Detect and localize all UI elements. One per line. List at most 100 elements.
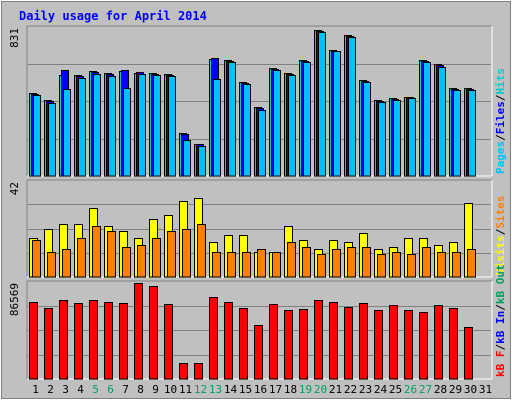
bar-sites-day-22 [347,247,356,278]
bottom-scale-label: 86569 [8,283,21,316]
bar-sites-day-9 [152,238,161,278]
x-tick-label-day-22: 22 [344,383,357,396]
x-tick-label-day-7: 7 [122,383,129,396]
bar-kb-f-day-27 [419,312,428,380]
bar-kb-f-day-5 [89,300,98,380]
bar-pages-day-28 [438,67,446,177]
bar-pages-day-16 [258,110,266,177]
x-tick-label-day-28: 28 [434,383,447,396]
bar-pages-day-15 [243,84,251,177]
bar-kb-f-day-10 [164,304,173,380]
bar-kb-f-day-23 [359,303,368,380]
legend-pages: Pages [494,141,507,174]
bar-sites-day-27 [422,247,431,278]
x-tick-label-day-10: 10 [164,383,177,396]
bar-pages-day-5 [93,74,101,177]
x-tick-label-day-23: 23 [359,383,372,396]
x-tick-label-day-18: 18 [284,383,297,396]
bar-sites-day-15 [242,252,251,278]
x-tick-label-day-16: 16 [254,383,267,396]
bar-pages-day-17 [273,70,281,177]
x-tick-label-day-13: 13 [209,383,222,396]
bar-pages-day-2 [48,103,56,177]
legend-files: Files [494,101,507,134]
x-tick-label-day-14: 14 [224,383,238,396]
bar-sites-day-28 [437,252,446,278]
bar-pages-day-13 [213,79,221,177]
legend-visits: Visits [494,235,507,275]
bar-pages-day-6 [108,76,116,177]
legend-separator: / [494,228,507,235]
legend-kb-f: kB F [494,351,507,378]
bar-pages-day-1 [33,95,41,177]
bar-kb-f-day-17 [269,304,278,380]
bar-pages-day-23 [363,82,371,177]
bar-sites-day-6 [107,231,116,278]
bar-kb-f-day-20 [314,300,323,380]
x-tick-label-day-3: 3 [62,383,69,396]
bar-kb-f-day-13 [209,297,218,380]
bar-sites-day-25 [392,252,401,278]
legend-sites: Sites [494,196,507,229]
bar-kb-f-day-19 [299,309,308,380]
x-tick-label-day-11: 11 [179,383,192,396]
bar-sites-day-16 [257,249,266,278]
bar-kb-f-day-30 [464,327,473,380]
bar-kb-f-day-15 [239,308,248,380]
x-tick-label-day-27: 27 [419,383,432,396]
middle-scale-label: 42 [8,182,21,195]
bar-kb-f-day-6 [104,302,113,380]
x-tick-label-day-25: 25 [389,383,402,396]
bar-pages-day-30 [468,90,476,177]
x-tick-label-day-5: 5 [92,383,99,396]
x-tick-label-day-29: 29 [449,383,462,396]
bar-sites-day-3 [62,249,71,278]
x-tick-label-day-2: 2 [47,383,54,396]
bar-pages-day-7 [123,88,131,177]
bar-sites-day-2 [47,252,56,278]
x-tick-label-day-30: 30 [464,383,477,396]
bar-kb-f-day-11 [179,363,188,380]
x-tick-label-day-8: 8 [137,383,144,396]
bar-pages-day-4 [78,78,86,177]
bar-sites-day-7 [122,247,131,278]
outer-frame-dark [1,1,511,399]
x-tick-label-day-17: 17 [269,383,282,396]
bar-sites-day-14 [227,252,236,278]
bar-kb-f-day-16 [254,325,263,380]
bar-sites-day-24 [377,254,386,278]
bar-sites-day-21 [332,249,341,278]
bar-pages-day-11 [183,140,191,177]
legend-separator: / [494,344,507,351]
bar-sites-day-11 [182,229,191,278]
x-tick-label-day-15: 15 [239,383,252,396]
bar-sites-day-12 [197,224,206,278]
bar-sites-day-5 [92,226,101,278]
bar-kb-f-day-9 [149,286,158,380]
bar-pages-day-24 [378,102,386,177]
bar-kb-f-day-25 [389,305,398,380]
bar-kb-f-day-24 [374,310,383,380]
bar-kb-f-day-1 [29,302,38,380]
bar-sites-day-10 [167,231,176,278]
bar-sites-day-8 [137,245,146,278]
x-tick-label-day-1: 1 [32,383,39,396]
bar-pages-day-27 [423,62,431,177]
bar-pages-day-22 [348,37,356,177]
bar-kb-f-day-21 [329,302,338,380]
bar-sites-day-4 [77,238,86,278]
bar-sites-day-23 [362,247,371,278]
bar-sites-day-19 [302,247,311,278]
bar-kb-f-day-7 [119,303,128,380]
bottom-legend: kB F/kB In/kB Out [494,264,507,377]
panels-layer: 831Pages/Files/Hits42Visits/Sites86569kB… [8,25,507,396]
bar-kb-f-day-26 [404,310,413,380]
legend-separator: / [494,304,507,311]
legend-kb-out: kB Out [494,264,507,304]
bar-kb-f-day-4 [74,303,83,380]
legend-separator: / [494,134,507,141]
bar-pages-day-20 [318,32,326,177]
bar-pages-day-18 [288,75,296,177]
bar-pages-day-10 [168,76,176,177]
